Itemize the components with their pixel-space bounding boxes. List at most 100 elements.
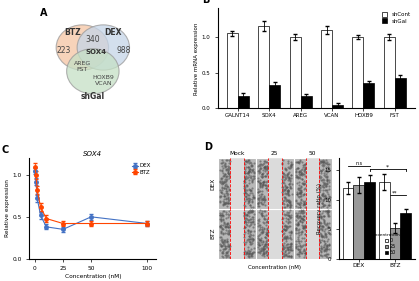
Point: [284, 246, 291, 251]
Point: [282, 183, 289, 187]
Point: [298, 244, 305, 249]
Point: [318, 177, 324, 182]
Point: [287, 254, 294, 259]
Point: [222, 224, 228, 228]
Point: [297, 167, 304, 172]
Point: [242, 191, 248, 195]
Point: [326, 178, 333, 183]
Point: [246, 234, 253, 239]
Point: [261, 214, 267, 219]
Point: [287, 214, 294, 219]
Point: [241, 232, 248, 236]
Point: [295, 221, 301, 225]
Point: [321, 171, 327, 175]
Point: [287, 244, 294, 248]
Point: [254, 196, 261, 200]
Point: [222, 231, 228, 236]
Point: [263, 178, 270, 183]
Point: [287, 246, 294, 250]
Point: [242, 225, 248, 230]
Point: [255, 197, 261, 202]
Point: [250, 237, 257, 241]
Point: [243, 239, 249, 244]
Point: [222, 246, 228, 251]
Point: [279, 160, 285, 165]
Point: [320, 158, 327, 163]
Point: [325, 184, 332, 189]
Point: [223, 224, 230, 228]
Point: [259, 202, 265, 206]
Point: [324, 203, 331, 207]
Bar: [256, 158, 294, 209]
Point: [285, 225, 292, 229]
Bar: [395, 78, 406, 108]
Point: [318, 234, 325, 238]
Point: [321, 218, 328, 222]
Point: [322, 165, 329, 169]
Point: [287, 176, 294, 180]
Point: [297, 209, 304, 213]
Point: [296, 191, 303, 195]
Point: [285, 176, 292, 180]
Point: [282, 236, 289, 241]
Point: [264, 245, 271, 249]
Point: [259, 192, 265, 196]
Point: [261, 164, 268, 169]
Point: [280, 202, 287, 206]
Point: [222, 166, 229, 171]
Point: [322, 248, 328, 252]
Point: [247, 191, 254, 196]
Point: [244, 183, 251, 187]
Bar: [390, 228, 401, 259]
Point: [248, 219, 254, 224]
Point: [318, 160, 324, 164]
Point: [318, 201, 325, 206]
Point: [285, 214, 292, 218]
Point: [285, 235, 291, 240]
Point: [258, 248, 264, 253]
Point: [248, 238, 255, 243]
Point: [262, 185, 269, 190]
Point: [300, 202, 306, 207]
Point: [250, 218, 256, 223]
Point: [225, 170, 232, 175]
Point: [295, 239, 302, 244]
Point: [218, 227, 225, 232]
Point: [323, 181, 330, 186]
Point: [324, 236, 331, 241]
Point: [300, 163, 306, 167]
Point: [282, 177, 288, 181]
Point: [302, 162, 308, 167]
Point: [321, 235, 328, 239]
Point: [220, 200, 227, 204]
Point: [296, 202, 303, 206]
Point: [324, 223, 331, 228]
Point: [297, 170, 304, 175]
Point: [299, 172, 306, 176]
Point: [261, 183, 268, 188]
Point: [324, 225, 331, 230]
Point: [247, 167, 253, 172]
Point: [321, 239, 327, 243]
Point: [244, 213, 251, 217]
Point: [217, 178, 223, 183]
Y-axis label: Recovery ratio (%): Recovery ratio (%): [317, 183, 322, 234]
Point: [226, 231, 233, 235]
Point: [323, 244, 329, 248]
Point: [301, 172, 308, 176]
Bar: [227, 33, 238, 108]
Point: [326, 231, 332, 235]
Point: [247, 209, 253, 214]
Point: [218, 210, 225, 215]
Point: [300, 224, 307, 228]
Point: [287, 230, 294, 235]
Bar: [268, 158, 282, 209]
Point: [295, 253, 302, 258]
Point: [243, 194, 250, 199]
Point: [326, 243, 333, 247]
Point: [264, 230, 271, 234]
Point: [280, 251, 287, 255]
Point: [256, 189, 263, 194]
Point: [288, 241, 295, 245]
Point: [287, 253, 294, 258]
